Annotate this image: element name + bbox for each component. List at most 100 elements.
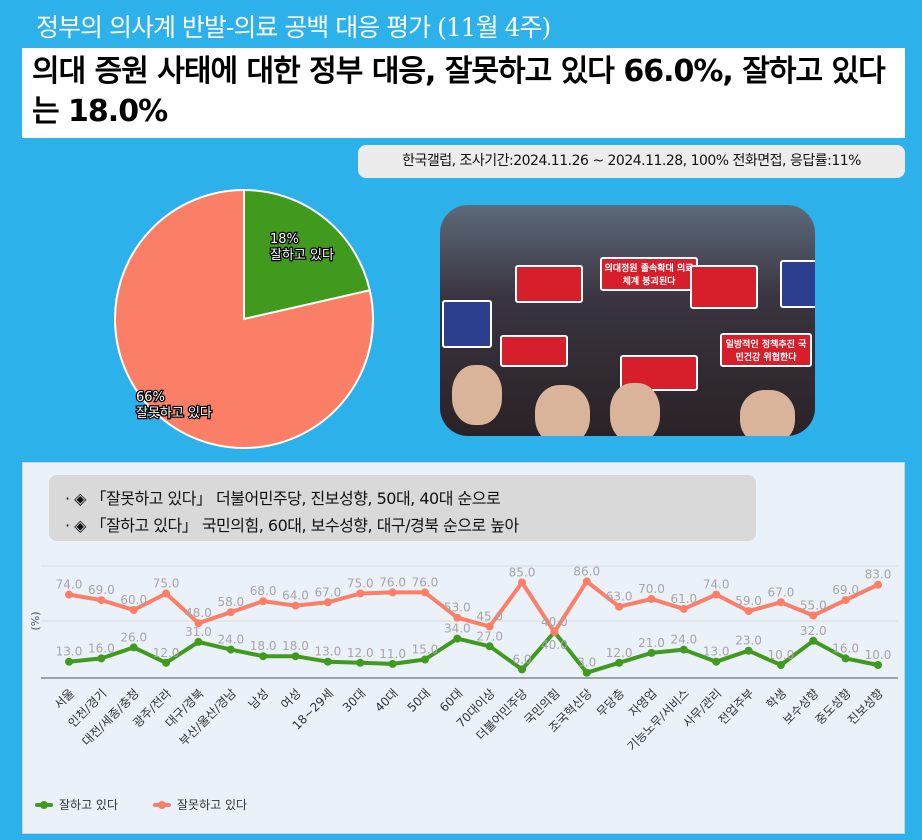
data-point <box>841 654 850 663</box>
data-point <box>874 580 882 589</box>
data-label: 12.0 <box>606 646 633 660</box>
data-label: 34.0 <box>444 622 471 636</box>
pie-percent-label: 18% <box>270 232 299 247</box>
data-label: 32.0 <box>800 624 827 638</box>
pie-slice <box>243 188 371 321</box>
data-point <box>582 577 591 586</box>
data-point <box>518 578 527 587</box>
data-point <box>518 665 527 674</box>
data-label: 27.0 <box>476 629 503 643</box>
data-label: 23.0 <box>735 634 762 648</box>
data-point <box>388 659 397 668</box>
person <box>740 390 795 436</box>
person <box>610 383 660 436</box>
data-point <box>809 611 818 620</box>
x-tick-label: 진보성향 <box>845 686 886 727</box>
legend-marker <box>35 800 53 809</box>
data-point <box>356 589 365 598</box>
data-label: 75.0 <box>153 577 180 591</box>
legend-item[interactable]: 잘하고 있다 <box>35 796 118 813</box>
placard <box>515 265 583 303</box>
data-label: 55.0 <box>800 599 827 613</box>
data-label: 21.0 <box>638 636 665 650</box>
x-tick-label: 40대 <box>372 686 401 715</box>
data-label: 75.0 <box>347 577 374 591</box>
data-point <box>420 588 429 597</box>
series-line <box>68 579 879 634</box>
data-label: 70.0 <box>638 582 665 596</box>
data-label: 60.0 <box>120 593 147 607</box>
person <box>535 385 590 436</box>
data-point <box>259 597 268 606</box>
data-label: 48.0 <box>185 606 212 620</box>
data-point <box>841 596 850 605</box>
x-tick-label: 30대 <box>340 686 369 715</box>
placard: 의대정원 졸속확대 의료체계 붕괴된다 <box>600 257 698 291</box>
data-label: 59.0 <box>735 594 762 608</box>
data-point <box>65 590 73 599</box>
data-point <box>420 655 429 664</box>
data-label: 10.0 <box>865 648 892 662</box>
headline-box: 의대 증원 사태에 대한 정부 대응, 잘못하고 있다 66.0%, 잘하고 있… <box>22 48 905 138</box>
data-label: 18.0 <box>250 639 277 653</box>
data-point <box>550 628 559 636</box>
x-tick-label: 부산/울산/경남 <box>176 686 238 748</box>
pie-slice-label: 잘하고 있다 <box>270 248 334 263</box>
data-point <box>194 619 203 628</box>
data-point <box>129 606 138 614</box>
data-label: 63.0 <box>606 590 633 604</box>
summary-bullet: · ◈ 「잘못하고 있다」 더불어민주당, 진보성향, 50대, 40대 순으로 <box>65 489 501 508</box>
pie-percent-label: 66% <box>136 390 165 405</box>
pie-slice-label: 잘못하고 있다 <box>136 406 212 421</box>
data-label: 83.0 <box>865 568 892 582</box>
x-tick-label: 남성 <box>246 686 272 712</box>
data-point <box>647 595 656 603</box>
headline: 의대 증원 사태에 대한 정부 대응, 잘못하고 있다 66.0%, 잘하고 있… <box>32 54 886 129</box>
data-label: 45.0 <box>476 610 503 624</box>
data-label: 67.0 <box>768 585 795 599</box>
summary-bullet: · ◈ 「잘하고 있다」 국민의힘, 60대, 보수성향, 대구/경북 순으로 … <box>65 516 519 535</box>
x-tick-label: 전업주부 <box>716 686 757 727</box>
x-tick-label: 서울 <box>52 686 78 712</box>
x-tick-label: 여성 <box>278 686 304 712</box>
data-point <box>194 637 203 646</box>
legend-marker <box>153 800 171 809</box>
data-point <box>874 661 882 669</box>
data-point <box>809 636 818 645</box>
person <box>452 365 502 425</box>
data-point <box>485 642 494 651</box>
data-point <box>162 589 171 598</box>
data-point <box>291 601 300 610</box>
placard <box>690 265 758 309</box>
data-point <box>129 643 138 652</box>
data-label: 58.0 <box>217 595 244 609</box>
data-point <box>323 657 332 666</box>
data-label: 69.0 <box>832 583 859 597</box>
data-label: 53.0 <box>444 601 471 615</box>
data-label: 16.0 <box>88 641 115 655</box>
data-label: 6.0 <box>512 652 531 666</box>
page-title: 정부의 의사계 반발-의료 공백 대응 평가 (11월 4주) <box>36 13 551 42</box>
data-point <box>776 598 785 607</box>
data-point <box>453 613 462 622</box>
data-label: 31.0 <box>185 625 212 639</box>
data-label: 13.0 <box>315 645 342 659</box>
legend-item[interactable]: 잘못하고 있다 <box>153 796 247 813</box>
data-label: 3.0 <box>577 656 596 670</box>
data-point <box>226 608 235 617</box>
data-point <box>97 654 106 663</box>
x-tick-label: 학생 <box>764 686 790 712</box>
data-point <box>776 661 785 669</box>
placard <box>442 300 492 348</box>
data-point <box>388 588 397 597</box>
data-point <box>162 658 171 667</box>
legend-label: 잘하고 있다 <box>59 798 119 812</box>
data-point <box>712 657 721 666</box>
survey-info: 한국갤럽, 조사기간:2024.11.26 ~ 2024.11.28, 100%… <box>358 145 905 178</box>
data-point <box>712 590 721 599</box>
data-label: 69.0 <box>88 583 115 597</box>
data-label: 11.0 <box>379 647 406 661</box>
data-point <box>744 607 753 616</box>
data-point <box>323 598 332 607</box>
protest-photo: 의대정원 졸속확대 의료체계 붕괴된다 일방적인 정책추진 국민건강 위협한다 <box>440 205 815 436</box>
